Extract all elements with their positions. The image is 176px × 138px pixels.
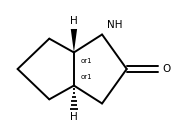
Text: or1: or1 <box>81 74 93 80</box>
Text: NH: NH <box>107 20 123 30</box>
Text: or1: or1 <box>81 58 93 64</box>
Polygon shape <box>71 29 77 52</box>
Text: O: O <box>163 64 171 74</box>
Text: H: H <box>70 16 78 26</box>
Text: H: H <box>70 112 78 122</box>
